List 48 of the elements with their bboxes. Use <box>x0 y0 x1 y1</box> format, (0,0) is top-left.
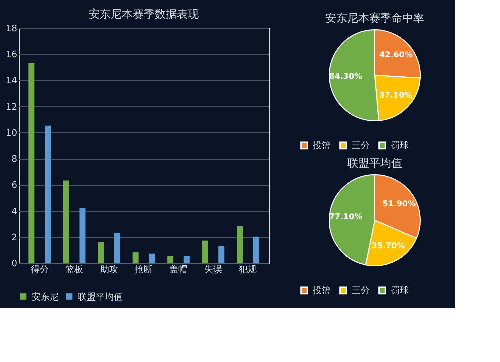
legend-label: 三分 <box>352 140 370 152</box>
chart-title: 联盟平均值 <box>348 157 402 170</box>
bar <box>149 254 156 263</box>
legend-label: 安东尼 <box>32 292 59 303</box>
x-tick-label: 抢断 <box>135 264 153 276</box>
x-tick-label: 盖帽 <box>170 264 188 276</box>
bar <box>236 226 243 263</box>
x-tick-label: 助攻 <box>100 264 118 276</box>
bar <box>80 208 86 263</box>
y-tick-label: 6 <box>12 181 18 192</box>
data-label: 84.30% <box>329 72 363 81</box>
bar <box>98 242 104 263</box>
x-tick-label: 得分 <box>30 264 49 276</box>
chart-title: 安东尼本赛季命中率 <box>326 12 424 25</box>
data-label: 51.90% <box>382 200 416 209</box>
bar <box>45 126 52 263</box>
data-label: 35.70% <box>372 241 406 250</box>
y-tick-label: 18 <box>6 24 18 34</box>
bar <box>218 246 225 263</box>
x-tick-label: 犯规 <box>239 264 258 276</box>
data-label: 77.10% <box>329 212 363 222</box>
y-tick-label: 12 <box>6 102 18 113</box>
y-tick-label: 16 <box>6 50 18 61</box>
x-tick-label: 篮板 <box>66 264 84 276</box>
chart-title: 安东尼本赛季数据表现 <box>89 8 199 21</box>
y-tick-label: 0 <box>12 260 18 270</box>
bar <box>28 63 35 263</box>
bar <box>202 240 208 263</box>
data-label: 37.10% <box>379 90 413 100</box>
legend-label: 投篮 <box>312 286 331 297</box>
legend-label: 三分 <box>352 286 370 297</box>
y-tick-label: 14 <box>6 76 18 87</box>
y-tick-label: 10 <box>6 128 18 139</box>
legend-label: 投篮 <box>312 140 331 152</box>
bar <box>184 256 190 263</box>
y-tick-label: 2 <box>12 233 18 244</box>
legend-label: 罚球 <box>391 140 409 152</box>
y-tick-label: 4 <box>12 207 18 218</box>
legend-label: 联盟平均值 <box>78 292 123 303</box>
bar <box>114 232 120 263</box>
bar <box>63 180 70 263</box>
bar <box>132 252 139 263</box>
bar <box>168 256 174 263</box>
bar <box>253 236 260 263</box>
legend-label: 罚球 <box>391 286 409 297</box>
x-tick-label: 失误 <box>204 264 222 276</box>
y-tick-label: 8 <box>12 155 18 166</box>
data-label: 42.60% <box>380 50 413 60</box>
